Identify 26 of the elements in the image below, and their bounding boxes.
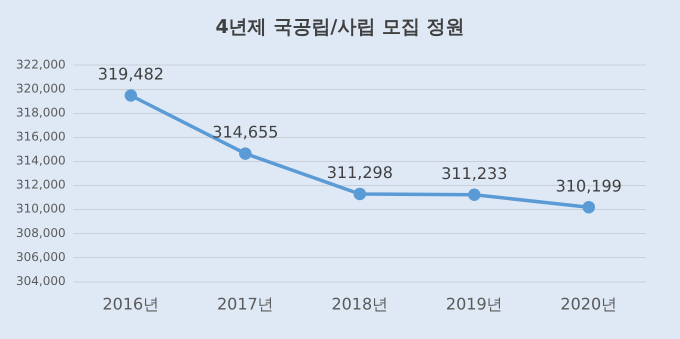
text: 311,298 [326, 163, 393, 182]
chart-title: 4년제 국공립/사립 모집 정원 [214, 15, 466, 40]
x-tick-label: 2018년 [331, 294, 388, 314]
y-tick-label: 320,000 [16, 81, 66, 96]
text: 311,233 [441, 164, 508, 183]
y-tick-label: 322,000 [16, 57, 66, 72]
y-tick-label: 308,000 [16, 226, 66, 240]
text: 314,655 [212, 122, 278, 142]
y-tick-label: 316,000 [16, 130, 66, 144]
x-tick-label: 2019년 [446, 294, 503, 314]
point [239, 147, 252, 160]
point [582, 200, 596, 214]
x-tick-label: 2016년 [102, 294, 160, 314]
y-tick-label: 314,000 [16, 154, 66, 168]
y-tick-label: 312,000 [16, 178, 66, 192]
point [124, 89, 138, 102]
x-tick-label: 2017년 [216, 294, 274, 314]
x-tick-label: 2020년 [560, 294, 618, 314]
point [468, 188, 481, 202]
y-tick-label: 306,000 [16, 250, 66, 264]
y-tick-label: 304,000 [16, 274, 66, 288]
y-tick-label: 310,000 [16, 202, 66, 216]
text: 310,199 [556, 176, 622, 196]
text: 319,482 [98, 64, 164, 84]
y-tick-label: 318,000 [16, 105, 66, 120]
point [354, 188, 366, 200]
